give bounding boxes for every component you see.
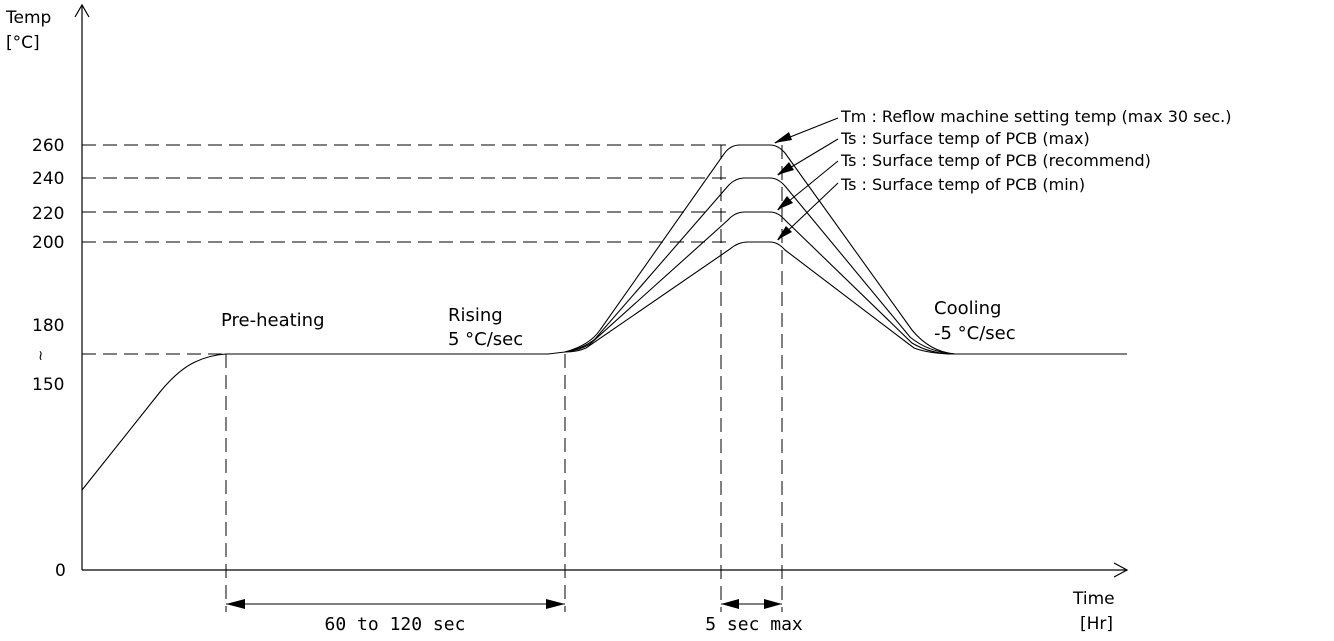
y-tick-label: 0 [55,561,66,581]
y-tick-label: 180 [32,316,64,336]
phase-label-preheat: Pre-heating [221,310,325,331]
duration-label-peak: 5 sec max [705,614,803,635]
x-axis-label-line1: Time [1072,589,1115,609]
y-tick-label: 260 [32,136,64,156]
legend-ts-max: Ts : Surface temp of PCB (max) [840,129,1090,148]
profile-curve-ts-recommend-220 [564,211,956,355]
profile-curve-tm-260 [564,144,956,355]
legend-leader-ts-max [777,138,839,176]
y-tick-label: 150 [32,375,64,395]
x-axis-label-line2: [Hr] [1080,614,1113,634]
legend-leader-ts-min [777,182,839,241]
profile-curve-ts-min-200 [564,241,956,355]
dimension-peak [721,599,782,609]
y-tick-label: 220 [32,204,64,224]
y-axis-break-mark: ≀ [38,348,43,364]
profile-curve-preheat-ramp [81,353,227,491]
phase-label-cooling-line2: -5 °C/sec [934,323,1016,344]
y-axis-arrow [74,3,90,18]
legend-leader-tm [774,117,839,144]
y-axis-label-line2: [°C] [6,33,40,53]
phase-label-cooling-line1: Cooling [934,298,1001,319]
y-axis-label-line1: Temp [5,8,51,28]
dimension-preheat [226,599,565,609]
y-tick-label: 200 [32,233,64,253]
x-axis-arrow [1113,562,1129,578]
y-tick-label: 240 [32,169,64,189]
profile-curve-ts-max-240 [564,177,956,355]
legend-ts-min: Ts : Surface temp of PCB (min) [840,175,1085,194]
legend-ts-recommend: Ts : Surface temp of PCB (recommend) [840,151,1151,170]
legend-leader-ts-recommend [777,160,839,211]
duration-label-preheat: 60 to 120 sec [325,614,466,635]
legend-tm: Tm : Reflow machine setting temp (max 30… [840,107,1231,126]
phase-label-rising-line2: 5 °C/sec [448,329,523,350]
phase-label-rising-line1: Rising [448,305,503,326]
profile-curve-flat [226,351,566,355]
